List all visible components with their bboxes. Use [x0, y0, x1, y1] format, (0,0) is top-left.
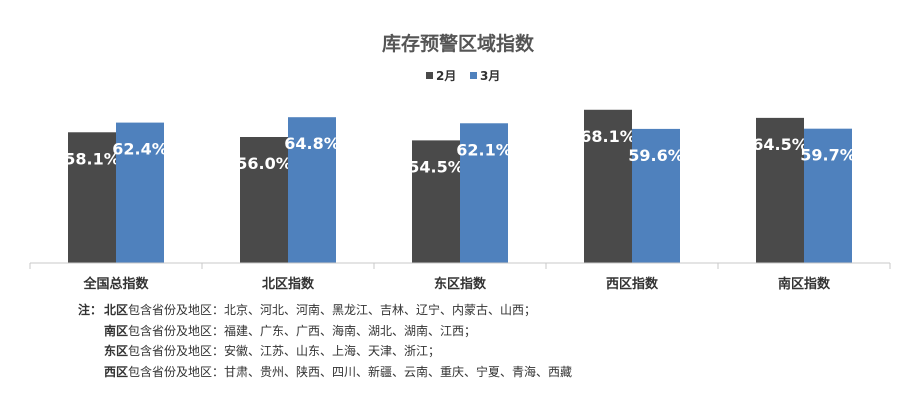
notes-section: 注： 北区包含省份及地区：北京、河北、河南、黑龙江、吉林、辽宁、内蒙古、山西； 南… [78, 300, 572, 382]
bar-data-label: 59.7% [800, 146, 856, 165]
note-region: 北区 [104, 303, 129, 317]
bar-data-label: 56.0% [236, 154, 292, 173]
note-line: 注： 北区包含省份及地区：北京、河北、河南、黑龙江、吉林、辽宁、内蒙古、山西； [78, 300, 572, 321]
chart-title: 库存预警区域指数 [382, 32, 535, 55]
bar-data-label: 64.8% [284, 134, 340, 153]
note-text: 包含省份及地区：北京、河北、河南、黑龙江、吉林、辽宁、内蒙古、山西； [128, 303, 537, 317]
note-region: 南区 [104, 323, 129, 338]
x-axis-tick-labels: 全国总指数 北区指数 东区指数 西区指数 南区指数 [82, 276, 831, 292]
legend-label: 2月 [436, 69, 456, 83]
x-tick-label: 南区指数 [778, 276, 831, 292]
note-prefix: 注： [78, 303, 103, 317]
bar-feb [412, 140, 460, 263]
x-tick-label: 西区指数 [606, 276, 659, 292]
bar-data-label: 58.1% [64, 149, 120, 168]
bar-feb [240, 137, 288, 263]
note-text: 包含省份及地区：福建、广东、广西、海南、湖北、湖南、江西； [128, 323, 477, 338]
bar-feb [756, 117, 804, 263]
legend-swatch [426, 72, 433, 79]
bars-group: 58.1%62.4% 56.0%64.8% 54.5%62.1% 68.1%59.6%… [64, 109, 856, 264]
bar-data-label: 62.4% [112, 140, 168, 159]
note-region: 东区 [104, 344, 129, 359]
bar-mar [804, 128, 852, 263]
bar-feb [68, 132, 116, 263]
note-region: 西区 [104, 364, 129, 379]
x-axis-ticks [29, 263, 891, 269]
note-text: 包含省份及地区：安徽、江苏、山东、上海、天津、浙江； [128, 344, 441, 359]
note-line: 东区包含省份及地区：安徽、江苏、山东、上海、天津、浙江； [78, 341, 572, 362]
bar-data-label: 68.1% [580, 127, 636, 146]
bar-mar [632, 128, 680, 263]
bar-data-label: 62.1% [456, 140, 512, 159]
note-text: 包含省份及地区：甘肃、贵州、陕西、四川、新疆、云南、重庆、宁夏、青海、西藏 [128, 364, 573, 379]
bar-mar [460, 123, 508, 264]
bar-data-label: 64.5% [752, 135, 808, 154]
chart-legend: 2月 3月 [426, 69, 500, 83]
note-line: 南区包含省份及地区：福建、广东、广西、海南、湖北、湖南、江西； [78, 321, 572, 342]
bar-feb [584, 109, 632, 264]
legend-label: 3月 [480, 69, 500, 83]
note-line: 西区包含省份及地区：甘肃、贵州、陕西、四川、新疆、云南、重庆、宁夏、青海、西藏 [78, 362, 572, 383]
x-tick-label: 北区指数 [262, 276, 315, 292]
legend-swatch [470, 72, 477, 79]
bar-data-label: 54.5% [408, 157, 464, 176]
x-tick-label: 东区指数 [434, 276, 487, 292]
bar-mar [116, 122, 164, 263]
x-tick-label: 全国总指数 [82, 276, 149, 292]
bar-mar [288, 117, 336, 263]
bar-data-label: 59.6% [628, 146, 684, 165]
